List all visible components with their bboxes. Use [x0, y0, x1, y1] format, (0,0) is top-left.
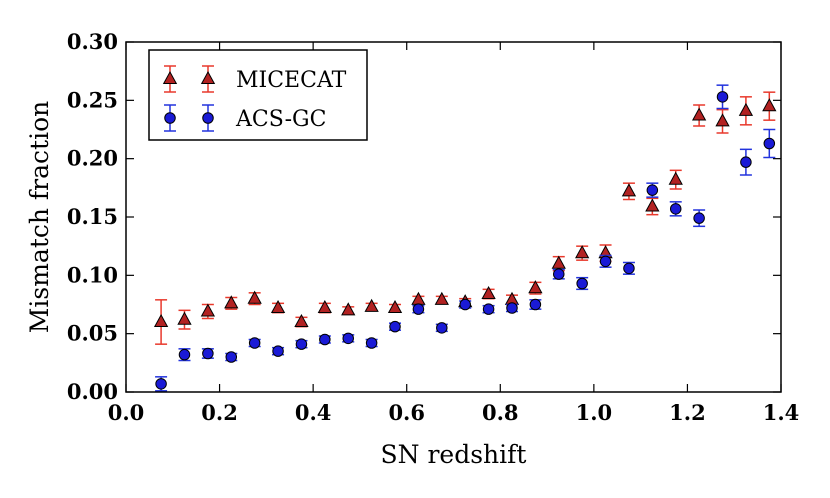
- legend-label-micecat: MICECAT: [236, 68, 347, 93]
- data-point: [341, 302, 356, 316]
- x-tick-label: 1.2: [669, 400, 706, 425]
- data-point: [225, 351, 238, 363]
- data-point: [153, 313, 169, 328]
- data-point: [155, 378, 167, 390]
- x-axis-label: SN redshift: [381, 440, 527, 469]
- data-point: [716, 91, 729, 103]
- legend-marker: [200, 70, 216, 85]
- data-point: [668, 171, 683, 185]
- data-point: [693, 212, 705, 224]
- data-point: [506, 302, 518, 314]
- data-point: [645, 198, 660, 212]
- x-tick-label: 0.8: [482, 400, 519, 425]
- series-micecat: [153, 91, 777, 345]
- y-axis-label: Mismatch fraction: [25, 101, 54, 333]
- legend-marker: [164, 112, 176, 124]
- data-point: [738, 102, 754, 116]
- tick-labels: 0.0 0.2 0.4 0.6 0.8 1.0 1.2 1.4 0.00 0.05 0.10 0.15…: [67, 29, 799, 425]
- y-tick-label: 0.20: [67, 146, 118, 171]
- data-point: [740, 156, 752, 168]
- legend-entries: [162, 65, 216, 132]
- data-point: [200, 303, 216, 317]
- data-point: [411, 291, 426, 305]
- data-point: [551, 255, 566, 269]
- data-point: [576, 277, 588, 290]
- data-point: [387, 299, 403, 314]
- data-point: [621, 183, 637, 197]
- data-point: [412, 303, 425, 315]
- y-tick-label: 0.05: [67, 321, 118, 346]
- data-point: [342, 332, 354, 345]
- legend: MICECAT ACS-GC: [148, 49, 368, 141]
- y-tick-label: 0.25: [67, 87, 118, 112]
- data-point: [599, 255, 612, 268]
- data-point: [669, 203, 682, 215]
- data-point: [364, 298, 379, 312]
- data-point: [528, 280, 543, 294]
- data-point: [294, 313, 309, 328]
- data-point: [224, 295, 239, 309]
- axis-ticks: [125, 41, 782, 393]
- y-tick-label: 0.30: [67, 29, 118, 54]
- data-point: [459, 298, 471, 311]
- data-point: [248, 337, 261, 349]
- data-point: [317, 299, 332, 314]
- legend-box: [148, 49, 368, 141]
- y-tick-label: 0.15: [67, 204, 118, 229]
- data-point: [389, 320, 401, 333]
- y-tick-label: 0.00: [67, 379, 118, 404]
- x-tick-label: 0.6: [388, 400, 425, 425]
- plot-marks: [153, 84, 777, 392]
- legend-marker: [162, 70, 178, 85]
- data-point: [763, 137, 776, 150]
- x-tick-label: 0.4: [295, 400, 332, 425]
- data-point: [623, 262, 635, 275]
- data-point: [434, 291, 449, 305]
- series-acs-gc: [155, 84, 776, 392]
- x-tick-label: 0.0: [108, 400, 145, 425]
- x-tick-label: 0.2: [201, 400, 238, 425]
- data-point: [481, 285, 496, 300]
- data-point: [177, 311, 192, 325]
- data-point: [295, 338, 308, 350]
- data-point: [482, 303, 495, 315]
- data-point: [178, 348, 191, 361]
- data-point: [436, 322, 448, 334]
- data-point: [247, 290, 262, 304]
- data-point: [319, 333, 331, 346]
- data-point: [272, 345, 284, 357]
- data-point: [646, 184, 659, 196]
- data-point: [762, 98, 777, 112]
- data-point: [270, 299, 286, 314]
- x-tick-label: 1.4: [763, 400, 800, 425]
- data-point: [575, 245, 590, 259]
- data-point: [553, 268, 565, 280]
- legend-marker: [202, 112, 214, 124]
- data-point: [365, 337, 378, 349]
- x-tick-label: 1.0: [576, 400, 613, 425]
- y-tick-label: 0.10: [67, 262, 118, 287]
- data-point: [691, 107, 707, 121]
- legend-label-acs-gc: ACS-GC: [235, 107, 326, 132]
- data-point: [202, 347, 214, 360]
- data-point: [715, 113, 730, 127]
- data-point: [529, 298, 542, 311]
